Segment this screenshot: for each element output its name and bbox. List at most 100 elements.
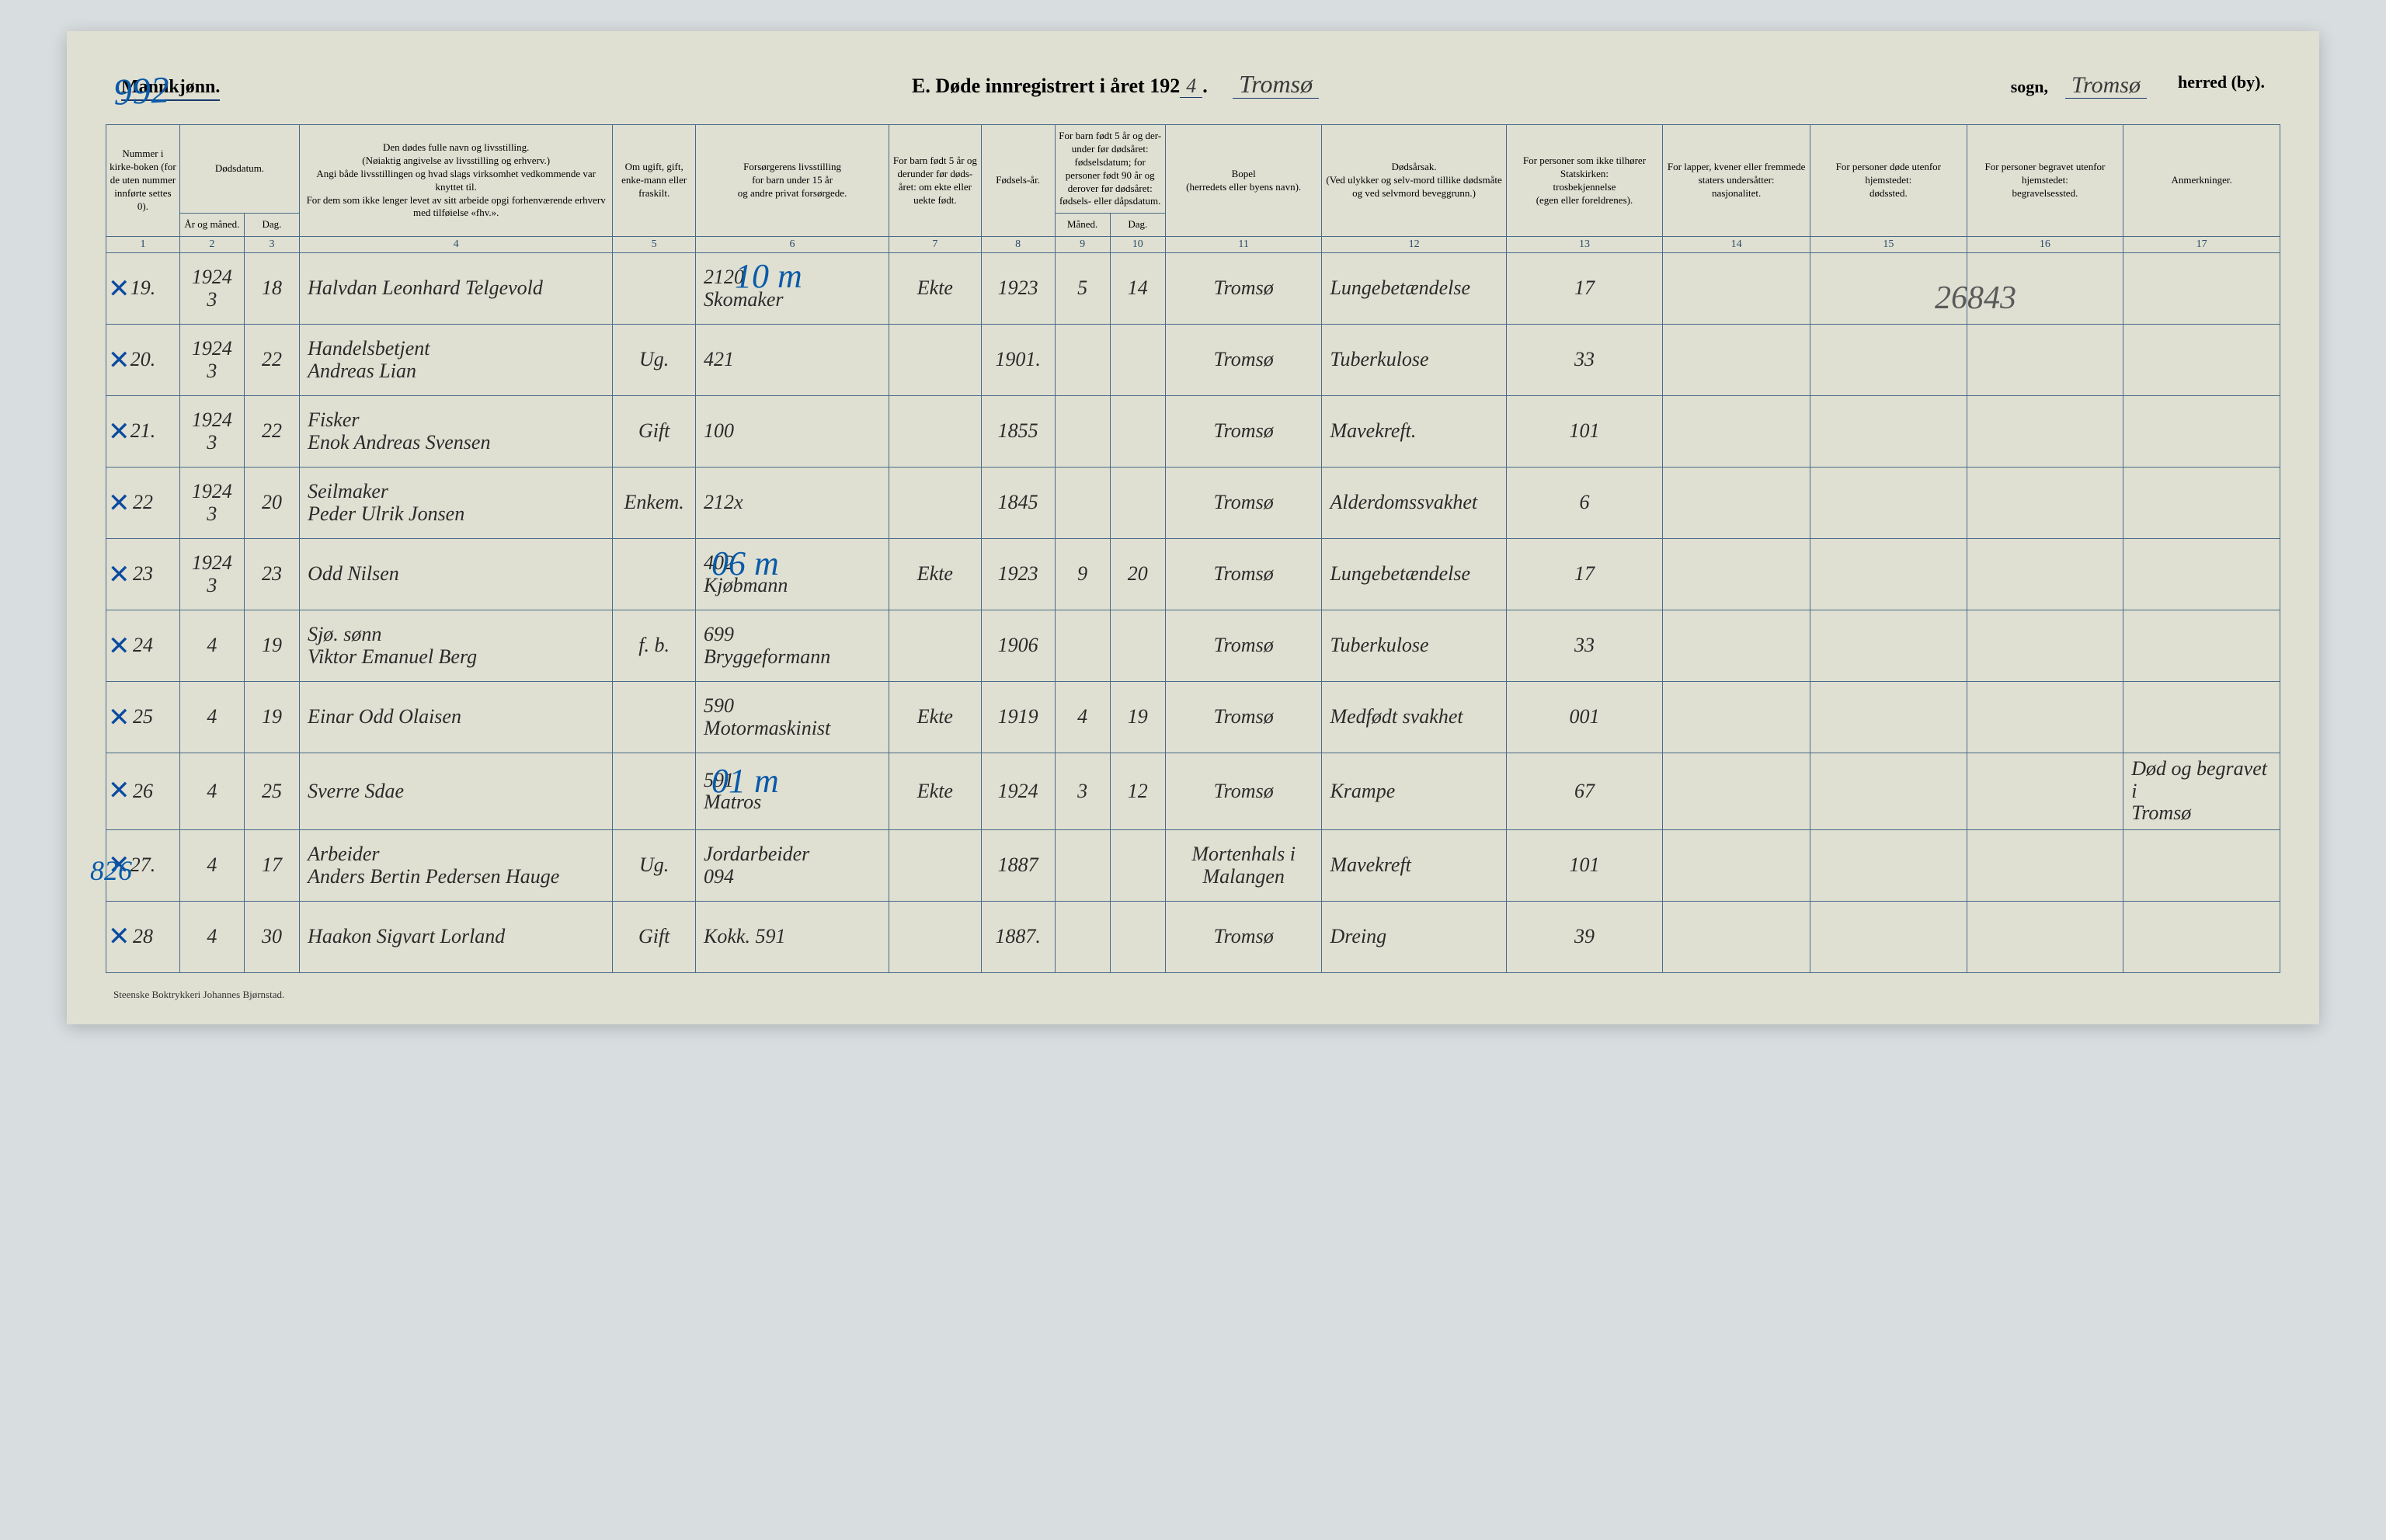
cell: 591 Matros <box>696 753 889 830</box>
cell: 3 <box>1055 753 1110 830</box>
cell <box>889 325 982 396</box>
cell: 4 <box>1055 682 1110 753</box>
printer-footer: Steenske Boktrykkeri Johannes Bjørnstad. <box>106 989 2280 1001</box>
cell <box>613 539 696 610</box>
cell: 20 <box>1110 539 1165 610</box>
cell: 39 <box>1506 902 1663 973</box>
cell: 402 Kjøbmann <box>696 539 889 610</box>
colnum: 2 <box>179 237 244 253</box>
cell <box>1055 325 1110 396</box>
colnum: 15 <box>1810 237 1967 253</box>
colnum: 9 <box>1055 237 1110 253</box>
cell: 17 <box>244 830 299 902</box>
cell: 1845 <box>981 468 1055 539</box>
cell <box>889 902 982 973</box>
col-header-4: Den dødes fulle navn og livsstilling. (N… <box>300 125 613 237</box>
cell <box>2123 325 2280 396</box>
cell: 17 <box>1506 253 1663 325</box>
table-row: ✕28430Haakon Sigvart LorlandGiftKokk. 59… <box>106 902 2280 973</box>
cell: Odd Nilsen <box>300 539 613 610</box>
cell <box>1663 682 1810 753</box>
cell: 5 <box>1055 253 1110 325</box>
cell: 699 Bryggeformann <box>696 610 889 682</box>
cell: Sverre Sdae <box>300 753 613 830</box>
colnum: 14 <box>1663 237 1810 253</box>
cell <box>1663 830 1810 902</box>
col-header-9a: Måned. <box>1055 214 1110 237</box>
cell <box>2123 610 2280 682</box>
col-header-2a: År og måned. <box>179 214 244 237</box>
cell: Lungebetændelse <box>1322 253 1506 325</box>
colnum: 8 <box>981 237 1055 253</box>
colnum: 6 <box>696 237 889 253</box>
cell <box>1967 539 2123 610</box>
cell: ✕23 <box>106 539 180 610</box>
cell: 19 <box>244 682 299 753</box>
cell: Ug. <box>613 325 696 396</box>
header-right: sogn, Tromsø herred (by). <box>2011 72 2265 99</box>
cell: 19 <box>1110 682 1165 753</box>
cell: Krampe <box>1322 753 1506 830</box>
cell: Lungebetændelse <box>1322 539 1506 610</box>
cell: ✕24 <box>106 610 180 682</box>
cell: ✕21. <box>106 396 180 468</box>
table-row: ✕26425Sverre Sdae591 MatrosEkte1924312Tr… <box>106 753 2280 830</box>
colnum: 16 <box>1967 237 2123 253</box>
cell: f. b. <box>613 610 696 682</box>
cell: 9 <box>1055 539 1110 610</box>
cell <box>1055 468 1110 539</box>
cell: 1924 3 <box>179 325 244 396</box>
cell <box>889 396 982 468</box>
cell: 590 Motormaskinist <box>696 682 889 753</box>
cell: Tromsø <box>1165 753 1322 830</box>
cell: Tuberkulose <box>1322 325 1506 396</box>
cell: ✕28 <box>106 902 180 973</box>
cell: 4 <box>179 902 244 973</box>
cell: 4 <box>179 830 244 902</box>
colnum: 10 <box>1110 237 1165 253</box>
cell: Fisker Enok Andreas Svensen <box>300 396 613 468</box>
cell: Halvdan Leonhard Telgevold <box>300 253 613 325</box>
cell <box>1810 610 1967 682</box>
cell <box>1663 753 1810 830</box>
cell: Enkem. <box>613 468 696 539</box>
herred-label: herred (by). <box>2178 72 2265 99</box>
cell: ✕20. <box>106 325 180 396</box>
table-row: ✕19.1924 318Halvdan Leonhard Telgevold21… <box>106 253 2280 325</box>
cell: 1906 <box>981 610 1055 682</box>
col-header-17: Anmerkninger. <box>2123 125 2280 237</box>
sogn-hw: Tromsø <box>1233 70 1319 99</box>
cell <box>1110 902 1165 973</box>
col-header-13: For personer som ikke tilhører Statskirk… <box>1506 125 1663 237</box>
cell: 1919 <box>981 682 1055 753</box>
year-suffix-hw: 4 <box>1180 75 1202 98</box>
cell: Medfødt svakhet <box>1322 682 1506 753</box>
cell: 67 <box>1506 753 1663 830</box>
ledger-table: Nummer i kirke-boken (for de uten nummer… <box>106 124 2280 973</box>
cell: Tromsø <box>1165 682 1322 753</box>
colnum: 13 <box>1506 237 1663 253</box>
cell: Dreing <box>1322 902 1506 973</box>
cell <box>613 753 696 830</box>
cell <box>1967 682 2123 753</box>
cell: 20 <box>244 468 299 539</box>
col-header-1: Nummer i kirke-boken (for de uten nummer… <box>106 125 180 237</box>
cell <box>1055 396 1110 468</box>
title-prefix: E. Døde innregistrert i året 192 <box>912 75 1180 97</box>
cell: Mavekreft. <box>1322 396 1506 468</box>
cell: Haakon Sigvart Lorland <box>300 902 613 973</box>
colnum: 1 <box>106 237 180 253</box>
cell: Tromsø <box>1165 610 1322 682</box>
cell <box>1810 325 1967 396</box>
cell: ✕26 <box>106 753 180 830</box>
cell: 1887 <box>981 830 1055 902</box>
cell <box>1110 325 1165 396</box>
table-row: ✕24419Sjø. sønn Viktor Emanuel Bergf. b.… <box>106 610 2280 682</box>
col-header-2-top: Dødsdatum. <box>179 125 299 214</box>
cell: Alderdomssvakhet <box>1322 468 1506 539</box>
cell <box>1967 902 2123 973</box>
colnum: 17 <box>2123 237 2280 253</box>
cell <box>613 253 696 325</box>
cell: Ug. <box>613 830 696 902</box>
col-header-2b: Dag. <box>244 214 299 237</box>
